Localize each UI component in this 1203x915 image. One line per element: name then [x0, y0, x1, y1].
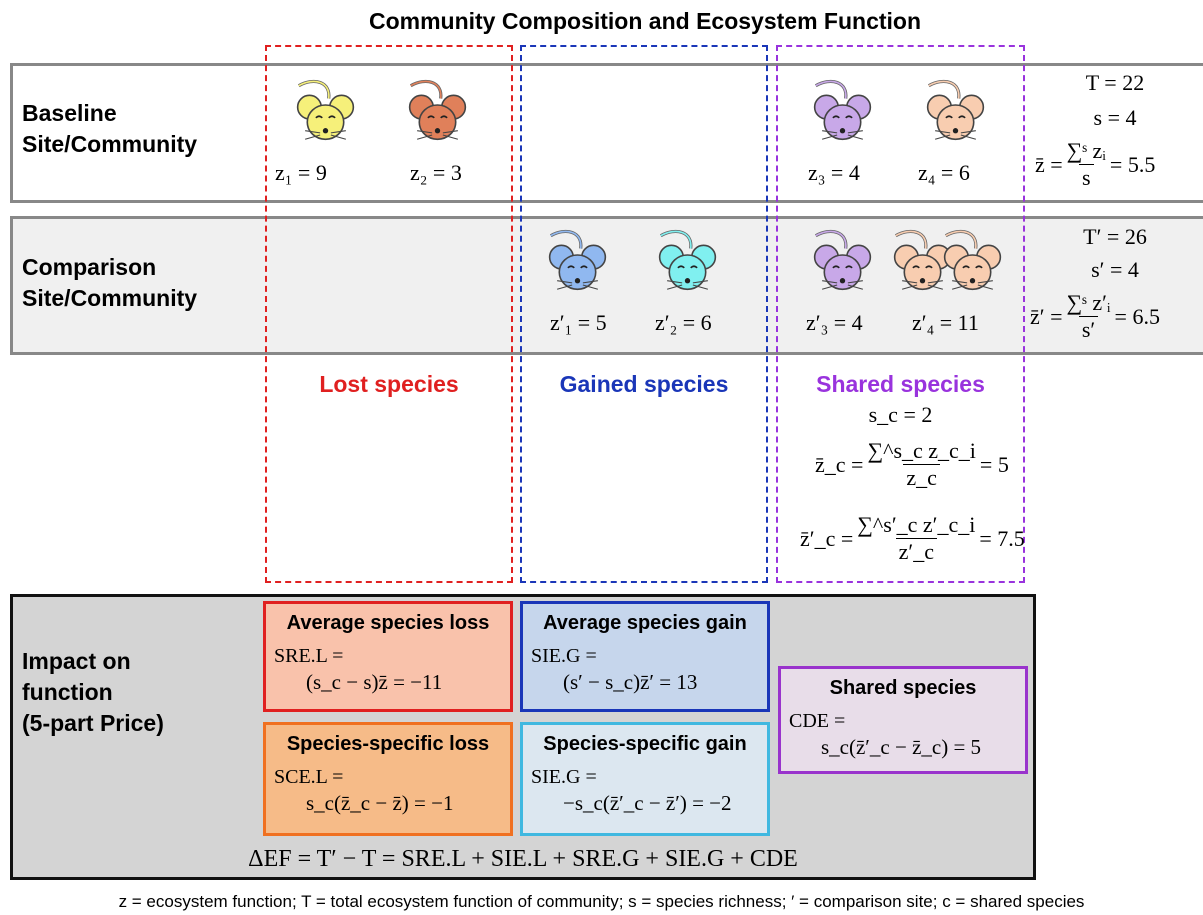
footer: z = ecosystem function; T = total ecosys…	[0, 892, 1203, 912]
box-line: s_c(z̄′_c − z̄_c) = 5	[821, 735, 1025, 760]
richness: s′ = 4	[1040, 257, 1190, 283]
numerator: ∑ˢ zᵢ	[1067, 138, 1106, 164]
numerator: ∑ˢ z′ᵢ	[1066, 290, 1110, 316]
box-title: Shared species	[781, 677, 1025, 700]
box-line: CDE =	[789, 710, 1025, 733]
rhs: = 5.5	[1110, 152, 1155, 178]
box-line: SCE.L =	[274, 766, 510, 789]
impact-box: Average species gain SIE.G =(s′ − s_c)z̄′…	[520, 601, 770, 712]
page: Community Composition and Ecosystem Func…	[0, 0, 1203, 915]
richness: s = 4	[1040, 105, 1190, 131]
box-line: SIE.G =	[531, 645, 767, 668]
row-label-line: Site/Community	[22, 129, 197, 160]
rhs: = 7.5	[979, 526, 1024, 552]
column-label: Lost species	[265, 371, 513, 398]
total: T′ = 26	[1040, 224, 1190, 250]
rhs: = 6.5	[1115, 304, 1160, 330]
title: Community Composition and Ecosystem Func…	[0, 8, 1203, 35]
box-line: (s_c − s)z̄ = −11	[306, 670, 510, 695]
lhs: z̄ =	[1035, 152, 1063, 178]
species-label: z₁ = 9	[275, 160, 327, 186]
numerator: ∑^s′_c z′_c_i	[857, 512, 975, 538]
numerator: ∑^s_c z_c_i	[867, 438, 975, 464]
species-label: z₄ = 6	[918, 160, 970, 186]
mouse	[805, 75, 880, 150]
species-label: z′₃ = 4	[806, 310, 863, 336]
column-label: Gained species	[520, 371, 768, 398]
row-label-line: Comparison	[22, 252, 197, 283]
row-label-line: Site/Community	[22, 283, 197, 314]
mouse	[918, 75, 993, 150]
species-label: z′₄ = 11	[912, 310, 979, 336]
total: T = 22	[1040, 70, 1190, 96]
impact-box: Species-specific gain SIE.G =−s_c(z̄′_c −…	[520, 722, 770, 836]
rhs: = 5	[980, 452, 1009, 478]
species-label: z′₂ = 6	[655, 310, 712, 336]
box-line: s_c(z̄_c − z̄) = −1	[306, 791, 510, 816]
species-label: z₂ = 3	[410, 160, 462, 186]
impact-box: Species-specific loss SCE.L =s_c(z̄_c − z…	[263, 722, 513, 836]
mouse	[540, 225, 615, 300]
impact-box: Shared species CDE =s_c(z̄′_c − z̄_c) = 5	[778, 666, 1028, 774]
lhs: z̄′_c =	[800, 526, 853, 552]
box-title: Species-specific loss	[266, 733, 510, 756]
mouse	[650, 225, 725, 300]
denominator: s	[1079, 164, 1094, 191]
impact-label-line: (5-part Price)	[22, 708, 164, 739]
mouse	[400, 75, 475, 150]
box-title: Average species gain	[523, 612, 767, 635]
denominator: z′_c	[896, 538, 937, 565]
impact-label-line: function	[22, 677, 164, 708]
mouse	[805, 225, 880, 300]
equation: ΔEF = T′ − T = SRE.L + SIE.L + SRE.G + S…	[10, 846, 1036, 873]
mouse	[288, 75, 363, 150]
mouse	[935, 225, 1010, 300]
lhs: z̄′ =	[1030, 304, 1062, 330]
box-title: Average species loss	[266, 612, 510, 635]
box-line: SRE.L =	[274, 645, 510, 668]
species-label: z₃ = 4	[808, 160, 860, 186]
box-line: (s′ − s_c)z̄′ = 13	[563, 670, 767, 695]
lhs: z̄_c =	[815, 452, 863, 478]
column-label: Shared species	[776, 371, 1025, 398]
denominator: s′	[1079, 316, 1098, 343]
box-line: −s_c(z̄′_c − z̄′) = −2	[563, 791, 767, 816]
impact-label-line: Impact on	[22, 646, 164, 677]
impact-box: Average species loss SRE.L =(s_c − s)z̄ =…	[263, 601, 513, 712]
denominator: z_c	[903, 464, 940, 491]
row-label-line: Baseline	[22, 98, 197, 129]
box-title: Species-specific gain	[523, 733, 767, 756]
species-label: z′₁ = 5	[550, 310, 607, 336]
box-line: SIE.G =	[531, 766, 767, 789]
shared-count: s_c = 2	[776, 402, 1025, 428]
